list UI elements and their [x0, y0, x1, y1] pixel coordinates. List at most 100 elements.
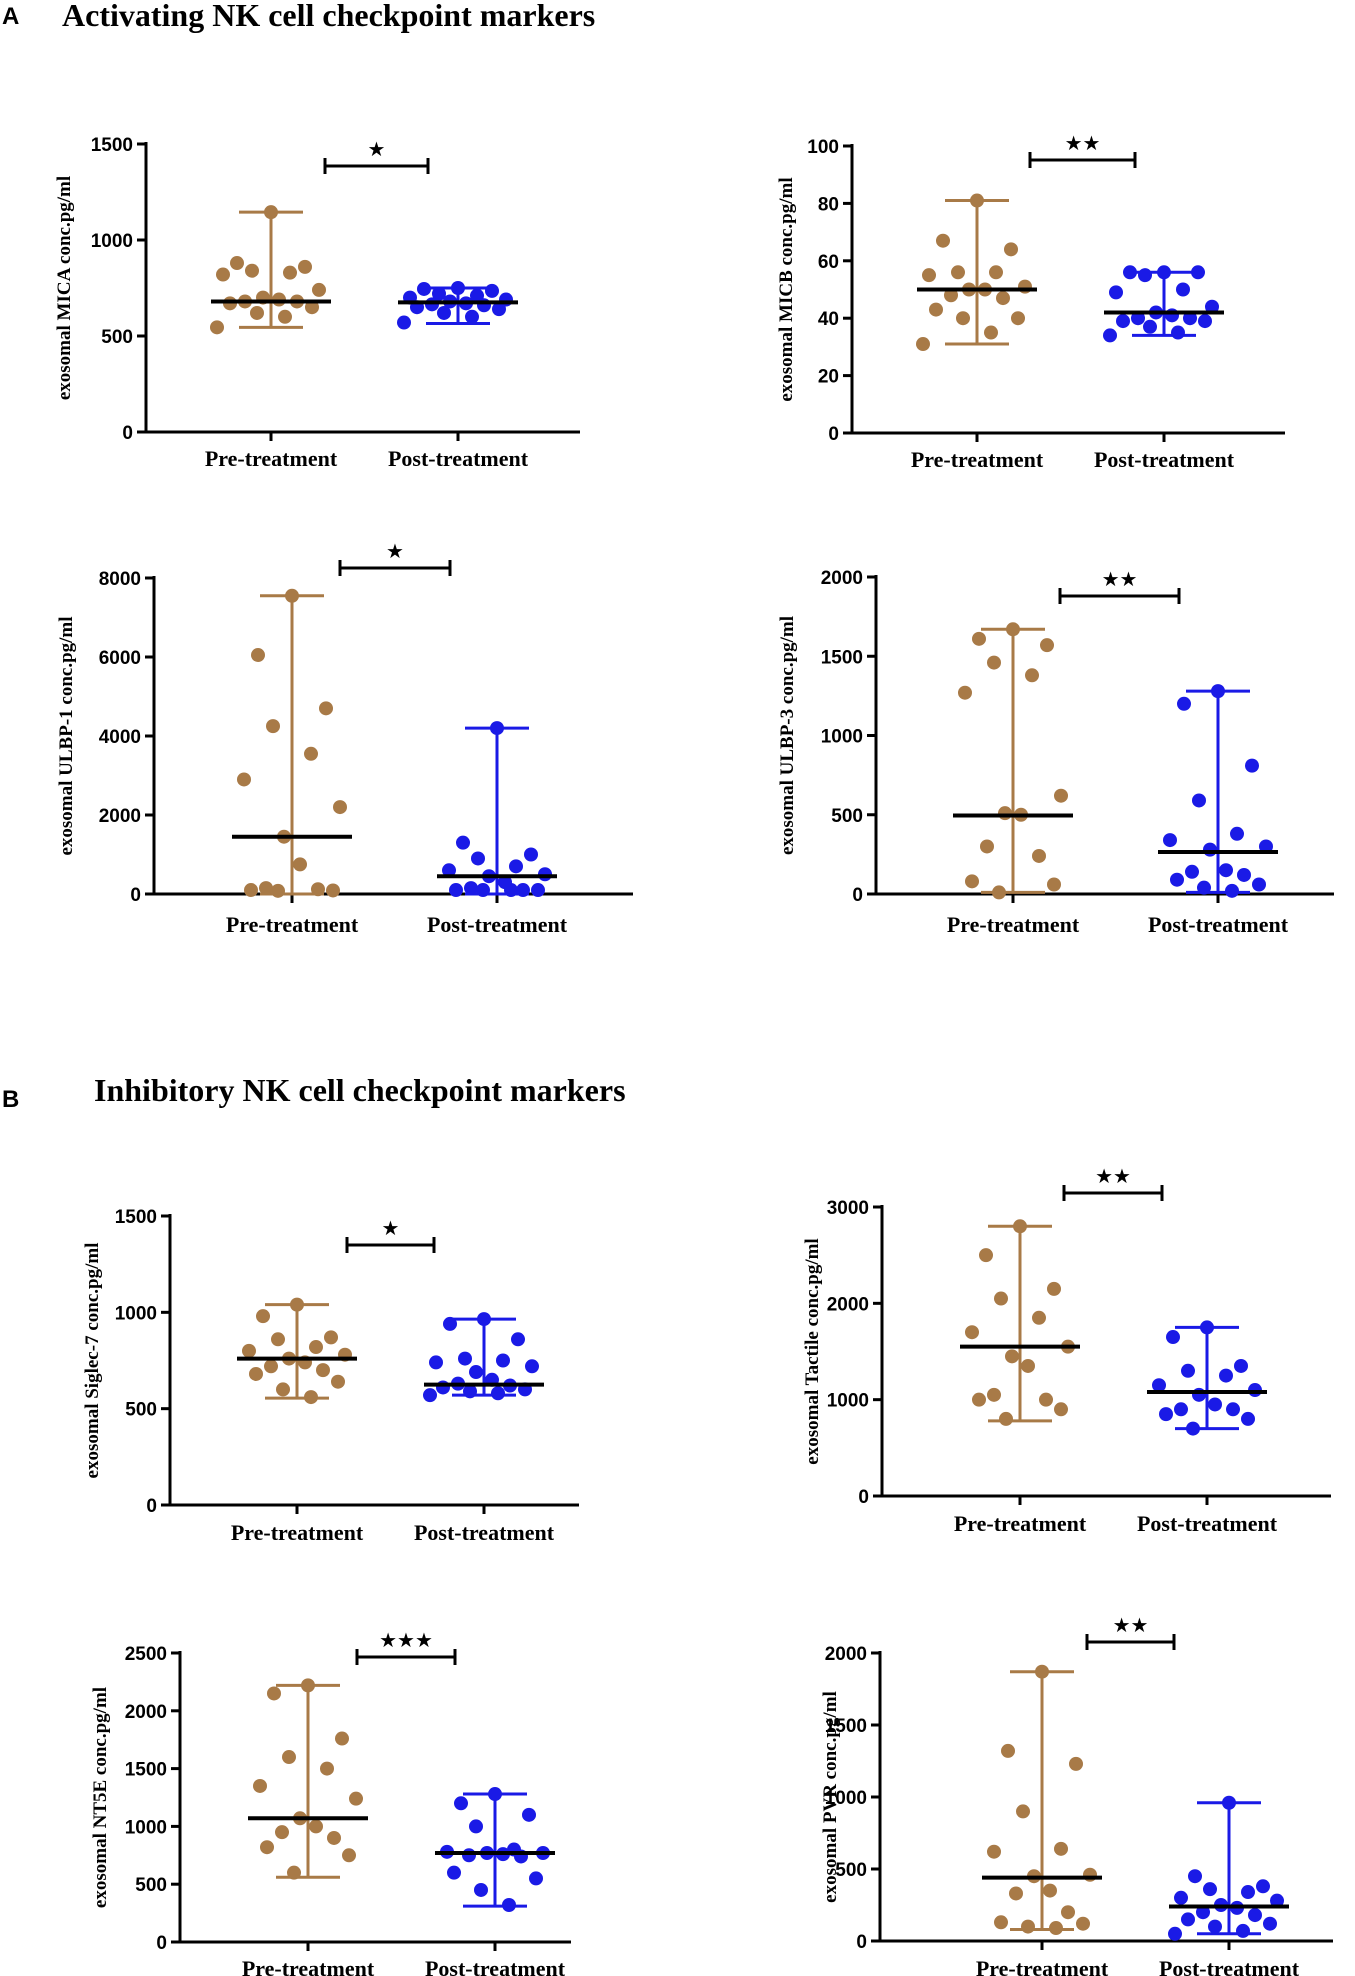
data-point — [1226, 1402, 1240, 1417]
y-tick-label: 2000 — [827, 1294, 869, 1315]
data-point — [256, 1309, 270, 1324]
data-point — [1200, 1320, 1214, 1335]
y-tick-label: 3000 — [827, 1198, 869, 1219]
data-point — [488, 1787, 502, 1802]
data-point — [451, 281, 465, 295]
data-point — [1006, 622, 1020, 637]
y-tick-label: 2000 — [825, 1644, 867, 1665]
data-point — [471, 851, 485, 866]
data-point — [283, 265, 297, 280]
data-point — [285, 588, 299, 603]
data-point — [267, 1686, 281, 1701]
data-point — [1131, 311, 1145, 326]
data-point — [417, 281, 431, 296]
data-point — [916, 337, 930, 352]
y-tick-label: 2000 — [99, 806, 141, 827]
significance-stars: ★ — [386, 539, 404, 563]
data-point — [423, 1388, 437, 1403]
x-tick-label: Post-treatment — [425, 1956, 566, 1976]
data-point — [309, 1340, 323, 1355]
data-point — [349, 1791, 363, 1806]
data-point — [511, 1332, 525, 1347]
data-point — [485, 283, 499, 298]
y-tick-label: 60 — [818, 252, 839, 273]
chart-tactile: 0 1000 2000 3000 Pre-treatment Post-treatment… — [802, 1164, 1331, 1536]
data-point — [1259, 839, 1273, 854]
data-point — [304, 1390, 318, 1405]
data-point — [1205, 299, 1219, 314]
data-point — [1069, 1756, 1083, 1771]
significance-stars: ★ — [368, 137, 386, 161]
y-tick-label: 1000 — [825, 1788, 867, 1809]
y-tick-label: 0 — [130, 885, 141, 906]
significance-stars: ★★ — [1065, 131, 1101, 155]
y-tick-label: 0 — [122, 423, 133, 444]
data-point — [972, 631, 986, 646]
y-tick-label: 500 — [835, 1860, 867, 1881]
y-tick-label: 1000 — [115, 1303, 157, 1324]
y-axis-label: exosomal ULBP-3 conc.pg/ml — [777, 616, 798, 855]
chart-nt5e: 0 500 1000 1500 2000 2500 Pre-treatment Post-tr… — [90, 1628, 571, 1976]
data-point — [996, 291, 1010, 306]
data-point — [1197, 880, 1211, 895]
data-point — [1165, 308, 1179, 323]
chart-ulbp1: 0 2000 4000 6000 8000 Pre-treatment Post-treat… — [56, 539, 633, 937]
data-point — [504, 883, 518, 898]
data-point — [429, 1355, 443, 1370]
y-tick-label: 6000 — [99, 648, 141, 669]
y-tick-label: 0 — [156, 1933, 167, 1954]
data-point — [1009, 1886, 1023, 1901]
data-point — [1236, 1923, 1250, 1938]
data-point — [1039, 1392, 1053, 1407]
data-point — [397, 315, 411, 330]
data-point — [271, 883, 285, 898]
data-point — [1176, 282, 1190, 297]
data-point — [449, 883, 463, 898]
y-axis-label: exosomal PVR conc.pg/ml — [820, 1691, 841, 1903]
data-point — [320, 1761, 334, 1776]
data-point — [1225, 883, 1239, 898]
data-point — [972, 1392, 986, 1407]
data-point — [1049, 1921, 1063, 1936]
data-point — [464, 881, 478, 896]
chart-micb: 0 20 40 60 80 100 Pre-treatment Post-treatment e… — [776, 131, 1285, 472]
data-point — [1005, 1349, 1019, 1364]
y-tick-label: 1000 — [125, 1817, 167, 1838]
data-point — [525, 1359, 539, 1374]
data-point — [463, 1384, 477, 1399]
section-title-inhibitory: Inhibitory NK cell checkpoint markers — [94, 1072, 626, 1108]
data-point — [1143, 319, 1157, 334]
data-point — [1174, 1402, 1188, 1417]
data-point — [216, 267, 230, 282]
data-point — [490, 721, 504, 736]
y-tick-label: 1500 — [825, 1716, 867, 1737]
data-point — [989, 265, 1003, 280]
y-tick-label: 80 — [818, 194, 839, 215]
data-point — [1245, 758, 1259, 773]
data-point — [278, 309, 292, 324]
data-point — [324, 1330, 338, 1345]
data-point — [951, 265, 965, 280]
data-point — [1183, 311, 1197, 326]
data-point — [929, 302, 943, 317]
y-tick-label: 2000 — [125, 1702, 167, 1723]
data-point — [275, 1825, 289, 1840]
data-point — [1152, 1378, 1166, 1393]
data-point — [305, 300, 319, 315]
data-point — [1241, 1885, 1255, 1900]
data-point — [984, 325, 998, 340]
data-point — [1241, 1411, 1255, 1426]
data-point — [210, 320, 224, 335]
data-point — [1021, 1358, 1035, 1373]
data-point — [1040, 638, 1054, 653]
y-tick-label: 8000 — [99, 569, 141, 590]
data-point — [944, 288, 958, 303]
y-axis-label: exosomal Tactile conc.pg/ml — [802, 1238, 823, 1464]
y-tick-label: 500 — [831, 806, 863, 827]
y-axis-label: exosomal NT5E conc.pg/ml — [90, 1687, 111, 1908]
data-point — [253, 1778, 267, 1793]
data-point — [1109, 285, 1123, 300]
y-tick-label: 1000 — [91, 231, 133, 252]
data-point — [1054, 1841, 1068, 1856]
